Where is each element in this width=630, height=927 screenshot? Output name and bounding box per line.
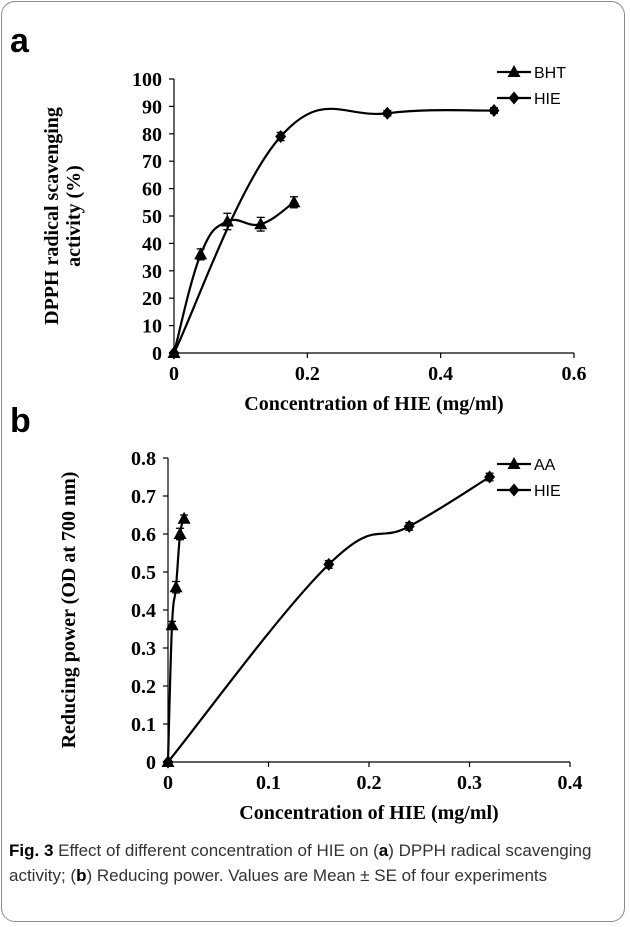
y-tick-label: 0.2 bbox=[131, 676, 156, 698]
caption-text-2: ) DPPH radical scavenging activity; ( bbox=[9, 841, 592, 885]
legend-marker bbox=[507, 65, 521, 77]
data-point bbox=[194, 247, 208, 260]
series-line bbox=[166, 518, 186, 763]
x-tick-label: 0.1 bbox=[256, 772, 281, 794]
x-tick-label: 0 bbox=[163, 772, 173, 794]
data-point bbox=[275, 130, 287, 144]
panel-a: a 0 10 20 30 40 50 60 70 80 90 100 0 0.2 0.4 0.6 Concen… bbox=[10, 22, 587, 415]
legend-marker bbox=[508, 483, 520, 497]
legend-label: HIE bbox=[534, 91, 561, 108]
y-tick-label: 60 bbox=[142, 179, 162, 201]
y-tick-label: 50 bbox=[142, 206, 162, 228]
caption-text-1: Effect of different concentration of HIE… bbox=[53, 841, 379, 860]
series-line bbox=[173, 107, 495, 354]
y-tick-label: 100 bbox=[132, 69, 162, 91]
x-axis-title: Concentration of HIE (mg/ml) bbox=[239, 802, 498, 824]
y-tick-label: 0.3 bbox=[131, 638, 156, 660]
panel-a-letter: a bbox=[10, 22, 30, 60]
legend-marker bbox=[507, 457, 521, 469]
caption-ref-b: b bbox=[76, 866, 87, 885]
data-point bbox=[381, 106, 393, 120]
series-bht bbox=[167, 195, 301, 358]
data-point bbox=[177, 511, 191, 524]
y-axis-title: DPPH radical scavenging bbox=[41, 107, 63, 325]
x-tick-label: 0.4 bbox=[428, 363, 453, 385]
y-tick-label: 0.1 bbox=[131, 714, 156, 736]
y-tick-label: 70 bbox=[142, 151, 162, 173]
caption-ref-a: a bbox=[378, 841, 389, 860]
data-point bbox=[488, 104, 500, 118]
y-tick-label: 20 bbox=[142, 288, 162, 310]
data-point bbox=[165, 618, 179, 631]
data-point bbox=[254, 217, 268, 230]
y-tick-label: 0.8 bbox=[131, 448, 156, 470]
y-tick-label: 30 bbox=[142, 261, 162, 283]
y-axis-title: Reducing power (OD at 700 nm) bbox=[58, 472, 80, 749]
y-tick-label: 10 bbox=[142, 316, 162, 338]
figure-caption: Fig. 3 Effect of different concentration… bbox=[9, 838, 615, 888]
series-hie bbox=[162, 470, 496, 769]
y-tick-label: 80 bbox=[142, 124, 162, 146]
y-tick-label: 90 bbox=[142, 96, 162, 118]
legend-marker bbox=[508, 91, 520, 105]
y-axis-title: activity (%) bbox=[63, 165, 85, 267]
y-tick-label: 0.5 bbox=[131, 562, 156, 584]
figure-canvas: a 0 10 20 30 40 50 60 70 80 90 100 0 0.2 0.4 0.6 Concen… bbox=[10, 22, 587, 824]
data-point bbox=[168, 346, 180, 360]
series-aa bbox=[161, 511, 191, 767]
y-tick-label: 40 bbox=[142, 233, 162, 255]
data-point bbox=[323, 557, 335, 571]
data-point bbox=[287, 195, 301, 208]
series-hie bbox=[168, 104, 500, 360]
x-tick-label: 0.2 bbox=[357, 772, 382, 794]
data-point bbox=[173, 527, 187, 539]
series-line bbox=[172, 201, 295, 354]
legend-label: HIE bbox=[534, 483, 561, 500]
panel-b-letter: b bbox=[10, 402, 31, 440]
legend-label: BHT bbox=[534, 65, 566, 82]
data-point bbox=[403, 519, 415, 533]
y-tick-label: 0.7 bbox=[131, 486, 156, 508]
caption-text-3: ) Reducing power. Values are Mean ± SE o… bbox=[86, 866, 548, 885]
y-tick-label: 0.4 bbox=[131, 600, 156, 622]
x-tick-label: 0 bbox=[169, 363, 179, 385]
series-line bbox=[167, 476, 491, 763]
data-point bbox=[162, 755, 174, 769]
legend-label: AA bbox=[534, 457, 556, 474]
y-tick-label: 0 bbox=[146, 752, 156, 774]
y-tick-label: 0 bbox=[152, 343, 162, 365]
data-point bbox=[484, 470, 496, 484]
y-tick-label: 0.6 bbox=[131, 524, 156, 546]
plot-b: 0 0.1 0.2 0.3 0.4 0.5 0.6 0.7 0.8 0 0.1 0.2 0.3 0.4 Co… bbox=[58, 448, 583, 824]
x-tick-label: 0.3 bbox=[457, 772, 482, 794]
x-tick-label: 0.2 bbox=[295, 363, 320, 385]
caption-label: Fig. 3 bbox=[9, 841, 54, 860]
panel-b: b 0 0.1 0.2 0.3 0.4 0.5 0.6 0.7 0.8 0 0.1 0.2 0.3 0.4… bbox=[10, 402, 583, 824]
plot-a: 0 10 20 30 40 50 60 70 80 90 100 0 0.2 0.4 0.6 Concentr… bbox=[41, 65, 587, 415]
data-point bbox=[169, 580, 183, 593]
x-axis-title: Concentration of HIE (mg/ml) bbox=[244, 393, 503, 415]
x-tick-label: 0.6 bbox=[562, 363, 587, 385]
x-tick-label: 0.4 bbox=[558, 772, 583, 794]
